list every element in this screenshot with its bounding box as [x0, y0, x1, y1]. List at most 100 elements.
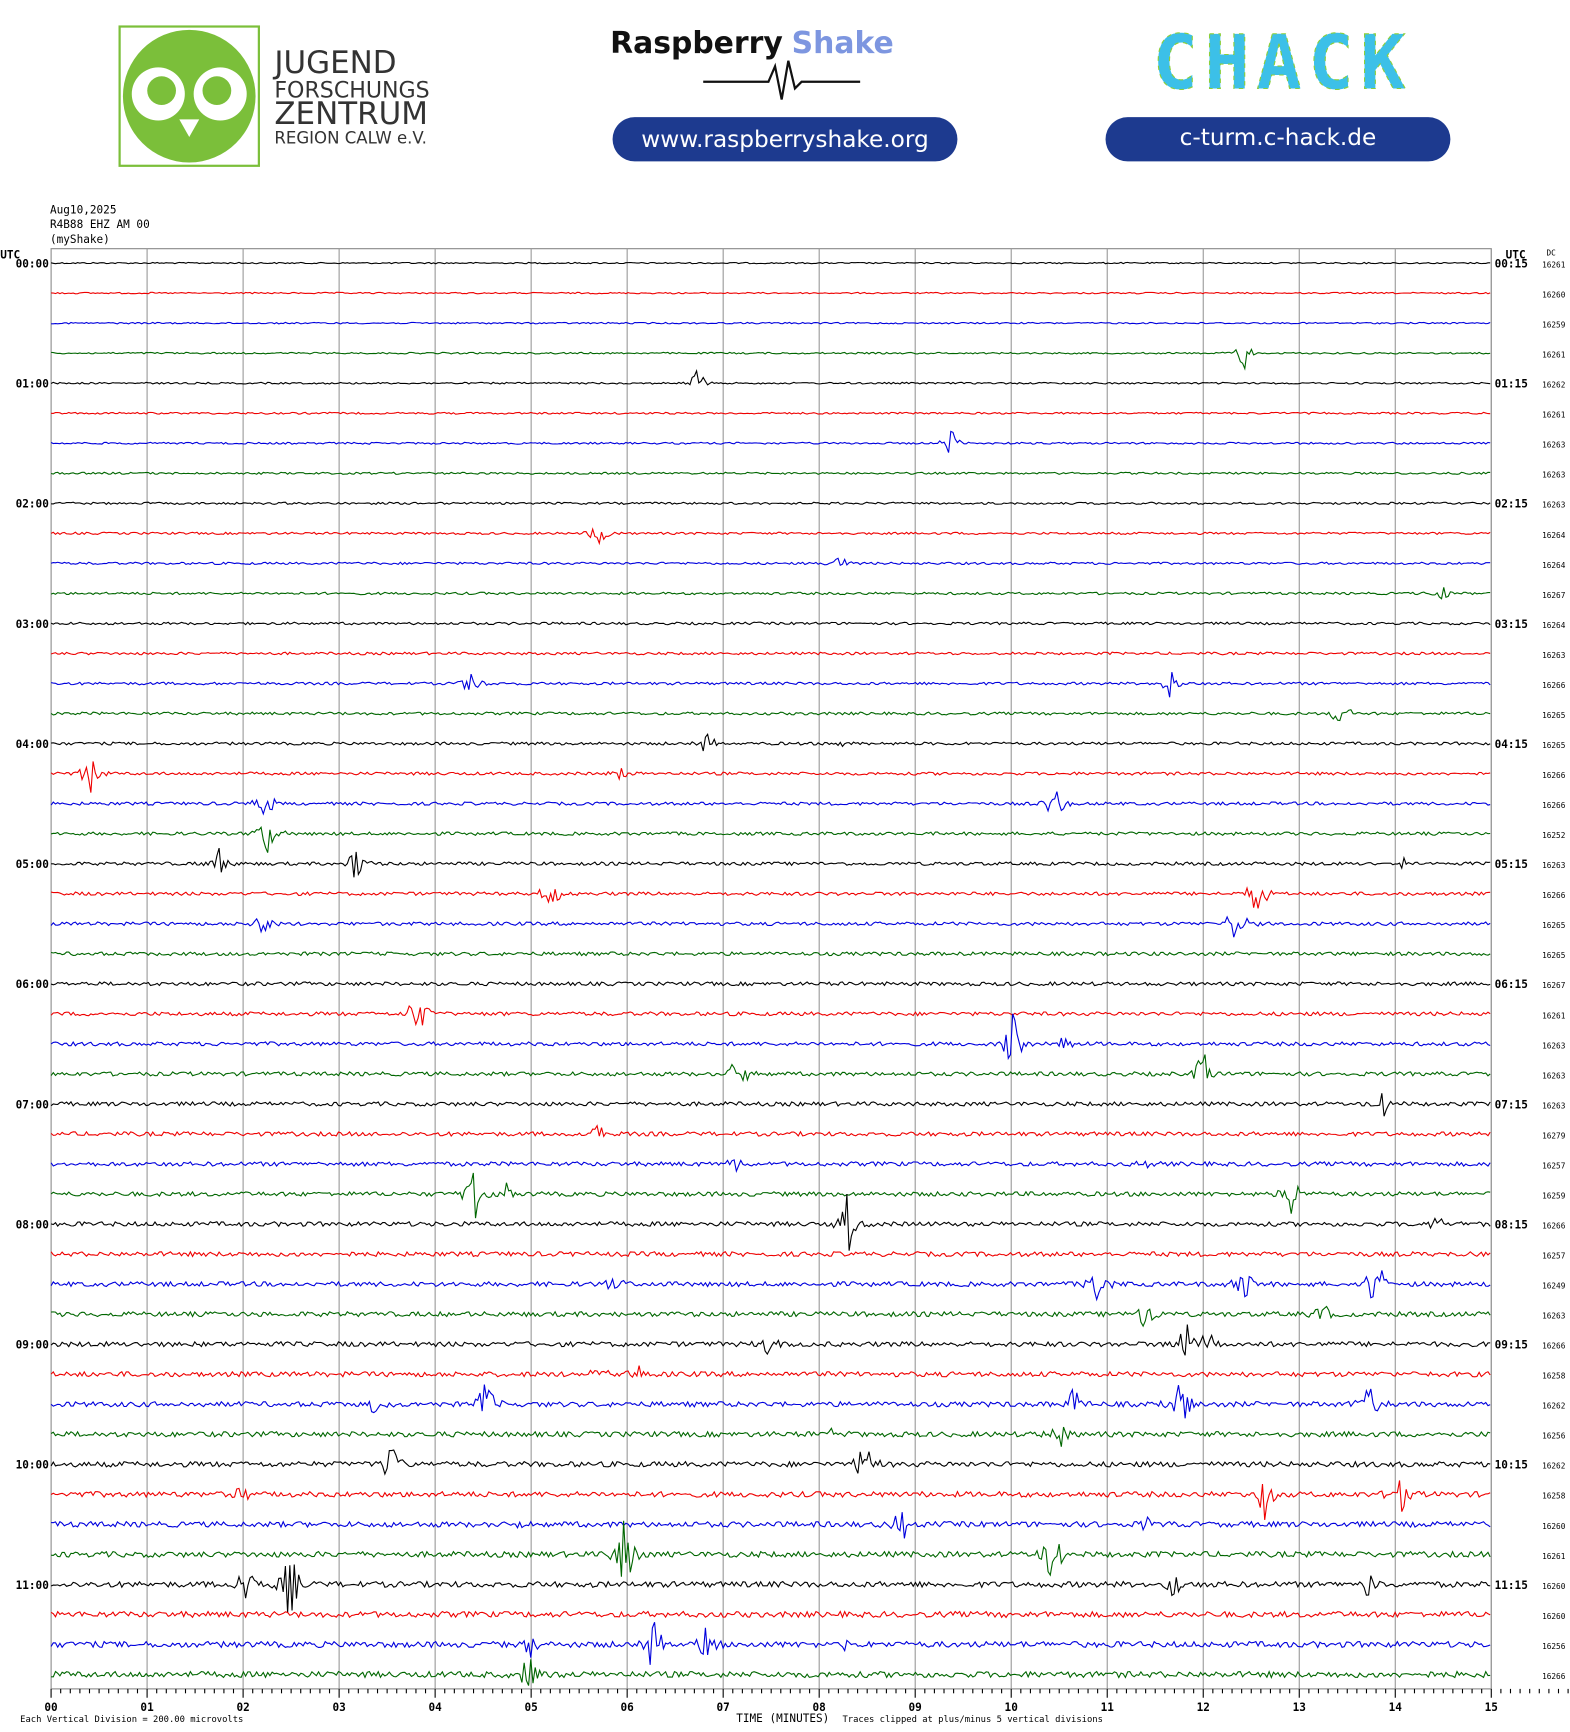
- dc-value: 16266: [1542, 771, 1566, 780]
- plot-frame: [50, 248, 1492, 1690]
- dc-value: 16259: [1542, 1191, 1566, 1200]
- trace: [50, 1172, 1491, 1219]
- axis-unit: UTC: [1506, 249, 1526, 262]
- dc-value: 16262: [1542, 1462, 1565, 1471]
- dc-value: 16263: [1542, 501, 1566, 510]
- footer-note: Each Vertical Division = 200.00 microvol…: [20, 1715, 243, 1725]
- y-tick-label: 09:15: [1495, 1339, 1528, 1352]
- y-tick-label: 10:00: [16, 1459, 49, 1472]
- brand-name: Raspberry: [610, 26, 783, 61]
- dc-value: 16266: [1542, 1221, 1566, 1230]
- dc-value: 16264: [1542, 531, 1566, 540]
- trace: [51, 501, 1491, 506]
- dc-value: 16266: [1542, 891, 1566, 900]
- dc-value: 16279: [1542, 1131, 1566, 1140]
- trace: [51, 1520, 1491, 1577]
- x-tick-label: 01: [140, 1701, 154, 1714]
- trace: [50, 1384, 1491, 1419]
- url-pill: [1105, 117, 1451, 162]
- y-tick-label: 00:15: [1495, 257, 1528, 270]
- url-pill: [612, 117, 958, 162]
- trace: [50, 1194, 1491, 1251]
- trace: [50, 1005, 1491, 1027]
- dc-value: 16265: [1542, 711, 1566, 720]
- logo-text: FORSCHUNGS: [274, 77, 429, 103]
- logo-text: ZENTRUM: [274, 96, 428, 132]
- dc-value: 16263: [1542, 1101, 1566, 1110]
- x-tick-label: 06: [621, 1701, 635, 1714]
- dc-value: 16261: [1542, 411, 1566, 420]
- y-tick-label: 07:15: [1495, 1098, 1528, 1111]
- trace: [50, 1013, 1491, 1061]
- trace: [50, 261, 1491, 265]
- trace: [50, 1480, 1491, 1520]
- trace: [50, 1564, 1491, 1613]
- dc-value: 16256: [1542, 1432, 1566, 1441]
- trace: [50, 826, 1491, 853]
- x-tick-label: 15: [1485, 1701, 1498, 1714]
- dc-value: 16263: [1542, 471, 1566, 480]
- y-tick-label: 07:00: [16, 1098, 49, 1111]
- trace: [50, 886, 1491, 909]
- dc-value: 16262: [1542, 1402, 1565, 1411]
- dc-value: 16257: [1542, 1252, 1566, 1261]
- url: c-turm.c-hack.de: [1180, 124, 1377, 151]
- dc-value: 16265: [1542, 921, 1566, 930]
- trace: [50, 527, 1491, 546]
- logo-pupil: [147, 76, 176, 106]
- dc-value: 16260: [1542, 291, 1566, 300]
- trace: [51, 291, 1491, 295]
- dc-value: 16264: [1542, 621, 1566, 630]
- dc-value: 16256: [1542, 1642, 1566, 1651]
- trace: [50, 1449, 1491, 1476]
- trace: [50, 951, 1491, 957]
- dc-value: 16265: [1542, 951, 1566, 960]
- trace: [50, 1159, 1491, 1173]
- trace: [50, 761, 1491, 793]
- y-tick-label: 00:00: [16, 257, 49, 270]
- x-tick-label: 12: [1197, 1701, 1210, 1714]
- dc-value: 16260: [1542, 1582, 1566, 1591]
- logo-pupil: [202, 76, 232, 106]
- trace: [50, 621, 1491, 626]
- dc-value: 16261: [1542, 260, 1566, 269]
- dc-value: 16261: [1542, 351, 1566, 360]
- x-tick-label: 03: [332, 1701, 345, 1714]
- dc-value: 16267: [1542, 591, 1566, 600]
- trace: [50, 981, 1491, 987]
- axis-unit: UTC: [0, 249, 20, 262]
- trace: [50, 1426, 1491, 1447]
- trace: [51, 1512, 1491, 1539]
- seismo-icon: [703, 60, 861, 100]
- dc-value: 16263: [1542, 1312, 1566, 1321]
- x-tick-label: 02: [236, 1701, 249, 1714]
- dc-value: 16258: [1542, 1372, 1566, 1381]
- trace: [51, 347, 1491, 371]
- brand-name: Shake: [792, 26, 894, 61]
- y-tick-label: 11:15: [1495, 1579, 1528, 1592]
- axis-unit: DC: [1547, 248, 1557, 257]
- trace: [50, 1250, 1491, 1258]
- y-tick-label: 08:00: [16, 1218, 49, 1231]
- trace: [50, 915, 1491, 938]
- chack-logo: CHACK: [1153, 18, 1412, 106]
- trace: [51, 1305, 1491, 1328]
- y-tick-label: 01:00: [16, 378, 49, 391]
- dc-value: 16267: [1542, 981, 1566, 990]
- trace: [51, 321, 1491, 325]
- y-tick-label: 08:15: [1495, 1218, 1528, 1231]
- trace: [50, 709, 1491, 722]
- dc-value: 16263: [1542, 861, 1566, 870]
- trace: [50, 1270, 1491, 1302]
- y-tick-label: 10:15: [1495, 1459, 1528, 1472]
- trace: [50, 1324, 1491, 1356]
- trace: [50, 1054, 1491, 1083]
- dc-value: 16261: [1542, 1011, 1566, 1020]
- dc-value: 16265: [1542, 741, 1566, 750]
- dc-value: 16264: [1542, 561, 1566, 570]
- trace: [50, 1093, 1491, 1117]
- x-tick-label: 09: [909, 1701, 922, 1714]
- dc-value: 16266: [1542, 1342, 1566, 1351]
- x-tick-label: 05: [524, 1701, 537, 1714]
